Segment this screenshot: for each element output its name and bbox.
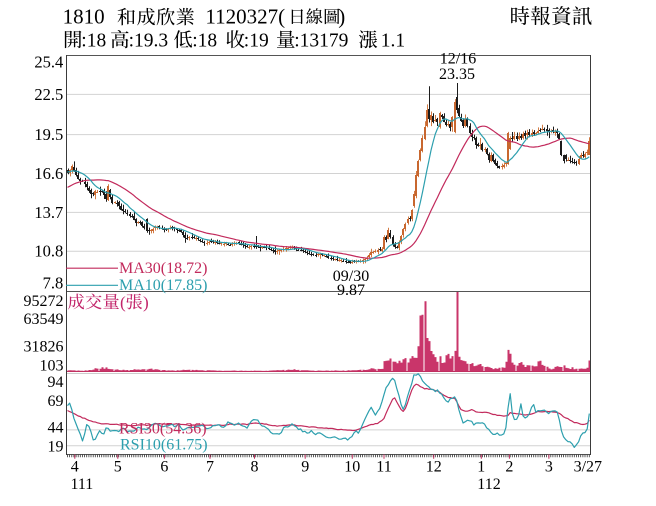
svg-text:9.87: 9.87 [337, 282, 365, 299]
svg-text:(: ( [120, 293, 126, 312]
svg-text:09/30: 09/30 [333, 268, 369, 285]
svg-text:MA30(18.72): MA30(18.72) [119, 260, 207, 277]
svg-text::18: :18 [192, 31, 217, 52]
svg-text:): ) [143, 293, 149, 312]
svg-text:19: 19 [48, 438, 64, 455]
svg-text::19: :19 [244, 31, 269, 52]
svg-text:16.6: 16.6 [34, 164, 63, 183]
svg-text:MA10(17.85): MA10(17.85) [119, 277, 207, 294]
svg-text::13179: :13179 [294, 31, 348, 52]
svg-text:95272: 95272 [24, 293, 64, 310]
svg-text:8: 8 [251, 459, 259, 476]
svg-text:103: 103 [40, 358, 64, 375]
svg-text:): ) [338, 5, 345, 29]
svg-text:12/16: 12/16 [440, 51, 476, 68]
svg-text:11: 11 [376, 459, 391, 476]
svg-text:1810: 1810 [63, 5, 105, 29]
svg-text:RSI30(54.36): RSI30(54.36) [119, 421, 207, 438]
svg-text:3/27: 3/27 [574, 459, 602, 476]
svg-text:4: 4 [71, 459, 79, 476]
svg-text::18: :18 [81, 31, 106, 52]
svg-text:13.7: 13.7 [34, 203, 63, 222]
svg-text:1.1: 1.1 [381, 31, 405, 52]
svg-text:12: 12 [426, 459, 442, 476]
svg-text:9: 9 [301, 459, 309, 476]
svg-text:19.5: 19.5 [34, 125, 63, 144]
svg-text:44: 44 [48, 420, 64, 437]
svg-text:5: 5 [114, 459, 122, 476]
svg-text:7: 7 [206, 459, 214, 476]
svg-text::19.3: :19.3 [129, 31, 169, 52]
svg-text:25.4: 25.4 [34, 53, 63, 72]
svg-text:69: 69 [48, 393, 64, 410]
svg-text:23.35: 23.35 [439, 66, 475, 83]
svg-text:63549: 63549 [24, 311, 64, 328]
svg-text:1: 1 [477, 459, 485, 476]
svg-text:94: 94 [48, 374, 64, 391]
svg-text:3: 3 [545, 459, 553, 476]
svg-text:2: 2 [505, 459, 513, 476]
svg-text:22.5: 22.5 [34, 85, 63, 104]
svg-text:10: 10 [344, 459, 360, 476]
svg-text:111: 111 [70, 476, 93, 493]
svg-text:112: 112 [477, 476, 500, 493]
svg-text:10.8: 10.8 [34, 242, 63, 261]
svg-text:6: 6 [160, 459, 168, 476]
svg-text:31826: 31826 [24, 338, 64, 355]
svg-text:1120327(: 1120327( [205, 5, 285, 29]
svg-text:RSI10(61.75): RSI10(61.75) [120, 437, 208, 454]
svg-text:7.8: 7.8 [43, 274, 64, 293]
